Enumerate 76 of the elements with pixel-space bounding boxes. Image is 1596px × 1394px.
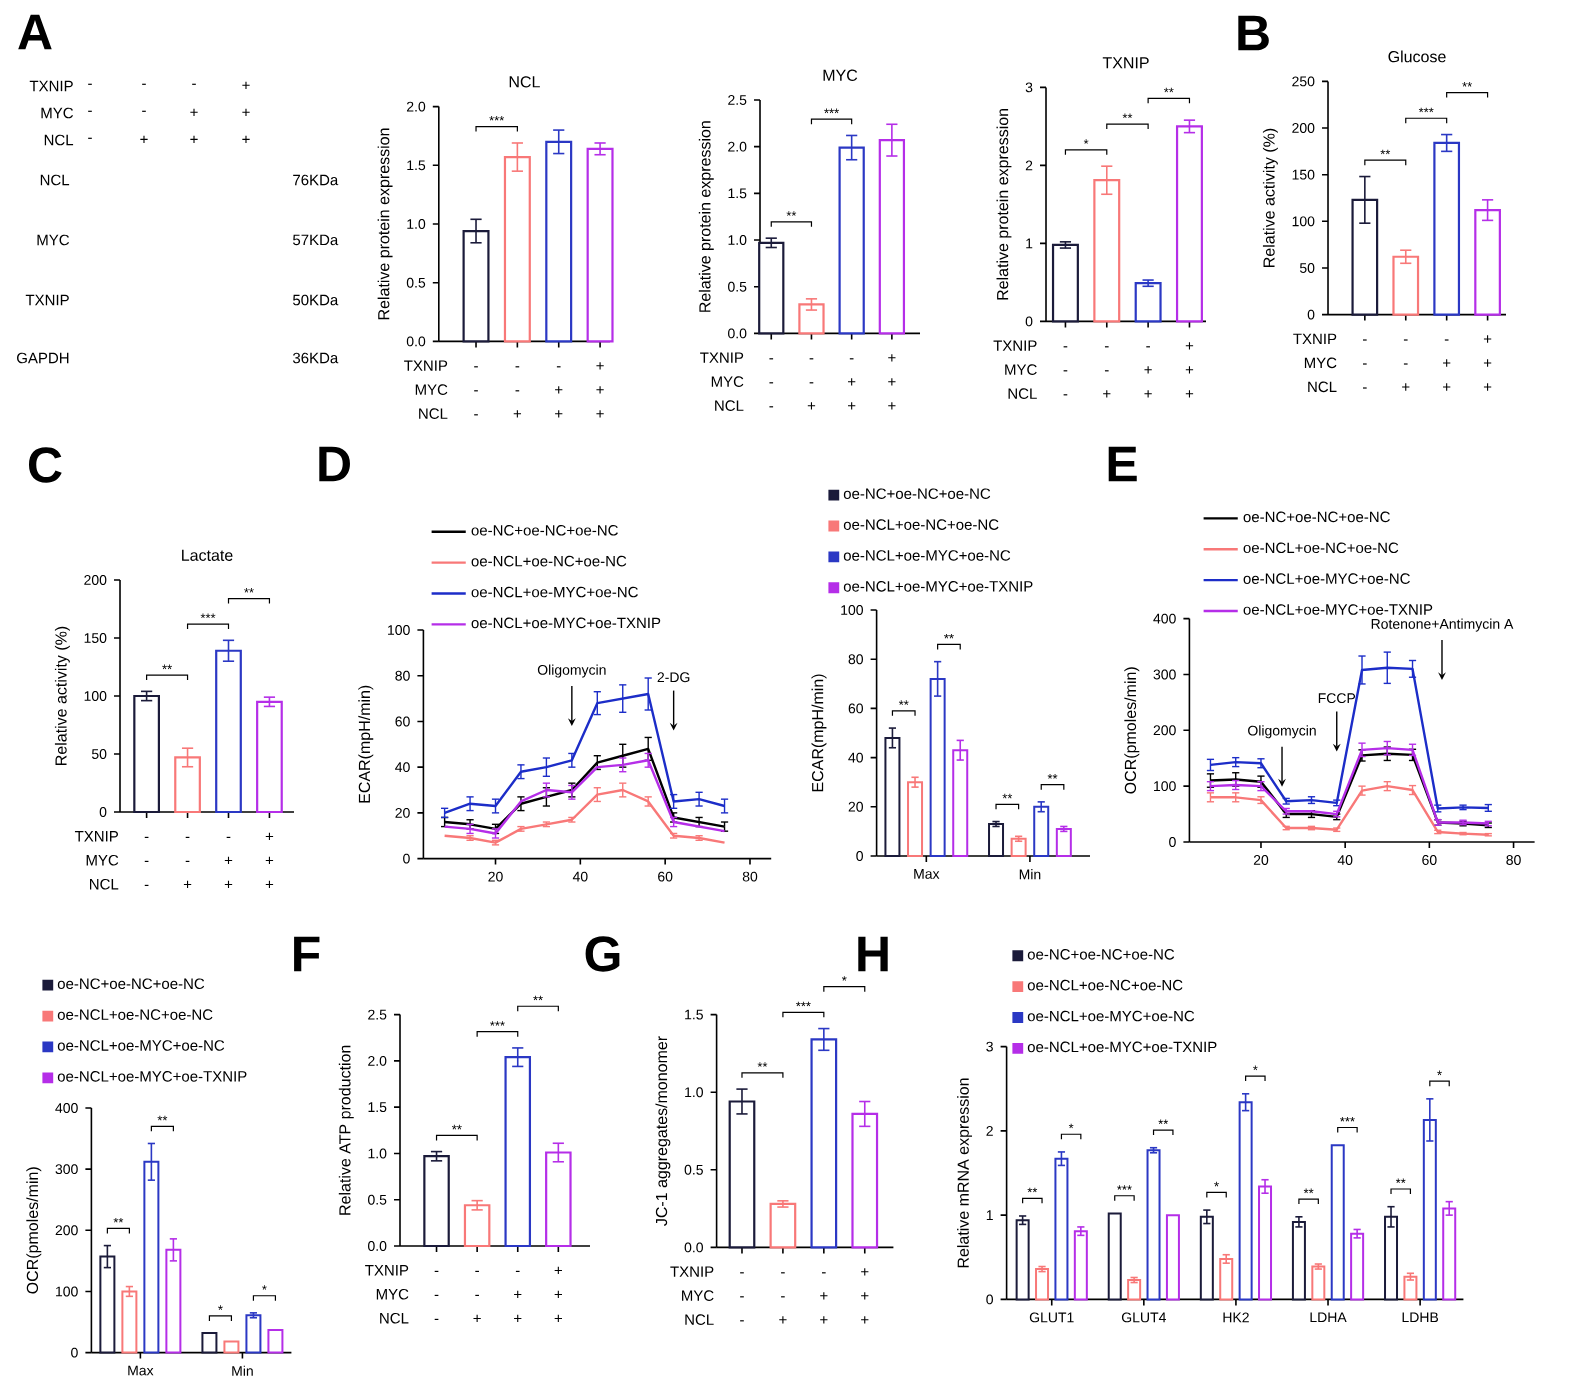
bar: [1258, 1185, 1273, 1301]
bar: [1403, 1275, 1418, 1301]
bar: [798, 303, 825, 335]
bar: [1134, 282, 1162, 323]
bar: [758, 241, 785, 335]
text: E: [1108, 446, 1137, 482]
bar: [1291, 1220, 1306, 1301]
y-axis-title: Relative activity (%): [1262, 128, 1278, 267]
text: B: [1238, 15, 1269, 51]
y-axis-title: Relative protein expression: [698, 121, 714, 312]
bar: [1350, 1232, 1365, 1301]
bar: [1474, 209, 1501, 316]
y-axis-title: OCR(pmoles/min): [1124, 667, 1140, 794]
chart-title: Lactate: [182, 549, 233, 561]
bar: [423, 1155, 450, 1248]
text: A: [18, 14, 52, 50]
y-axis-title: ECAR(mpH/min): [358, 685, 374, 803]
bar: [545, 1151, 572, 1248]
chart-title: NCL: [509, 76, 540, 88]
bar: [174, 756, 201, 814]
bar: [1146, 1149, 1161, 1301]
bar: [1015, 1219, 1030, 1301]
bar: [201, 1332, 218, 1354]
bar: [1107, 1212, 1122, 1301]
bar: [245, 1314, 262, 1354]
bar: [1392, 255, 1420, 316]
bar: [223, 1340, 240, 1354]
bar: [1165, 1214, 1180, 1301]
bar: [165, 1248, 182, 1354]
bar: [1442, 1207, 1457, 1301]
bar: [121, 1290, 138, 1354]
bar: [907, 781, 924, 857]
bar: [1055, 827, 1072, 857]
y-axis-title: OCR(pmoles/min): [26, 1167, 42, 1294]
y-axis-title: Relative protein expression: [377, 128, 393, 320]
bar: [1433, 141, 1461, 316]
bar: [1384, 1215, 1399, 1301]
text: G: [585, 936, 620, 972]
bar: [1219, 1257, 1234, 1301]
text: F: [294, 936, 320, 972]
bar: [1054, 1157, 1069, 1301]
chart-title: MYC: [823, 69, 858, 81]
bar: [1010, 837, 1027, 857]
bar: [988, 823, 1005, 857]
y-axis-title: Relative mRNA expression: [957, 1078, 973, 1268]
y-axis-title: Relative ATP production: [338, 1045, 354, 1215]
bar: [1311, 1265, 1326, 1301]
bar: [884, 736, 901, 857]
bar: [463, 1204, 491, 1248]
bar: [215, 649, 242, 814]
y-axis-title: JC-1 aggregates/monomer: [655, 1036, 671, 1226]
y-axis-title: ECAR(mpH/min): [811, 674, 827, 792]
chart-title: TXNIP: [1102, 57, 1149, 69]
text: C: [28, 447, 62, 483]
line-series: [443, 788, 726, 844]
bar: [133, 694, 160, 814]
bar: [267, 1328, 284, 1354]
text: H: [858, 936, 888, 972]
bar: [1330, 1144, 1345, 1301]
bar: [769, 1202, 797, 1249]
y-axis-title: Relative protein expression: [996, 108, 1012, 300]
bar: [1238, 1101, 1253, 1301]
text: D: [319, 446, 350, 482]
bar: [1073, 1230, 1088, 1301]
chart-title: Glucose: [1388, 50, 1446, 63]
bar: [256, 700, 283, 814]
bar: [952, 749, 969, 857]
bar: [1175, 125, 1203, 323]
bar: [1127, 1279, 1142, 1301]
bar: [1035, 1268, 1050, 1301]
y-axis-title: Relative activity (%): [54, 626, 70, 765]
bar: [586, 147, 614, 343]
bar: [504, 1056, 532, 1248]
bar: [1199, 1215, 1214, 1301]
bar: [1051, 243, 1079, 323]
bar: [1033, 805, 1050, 857]
